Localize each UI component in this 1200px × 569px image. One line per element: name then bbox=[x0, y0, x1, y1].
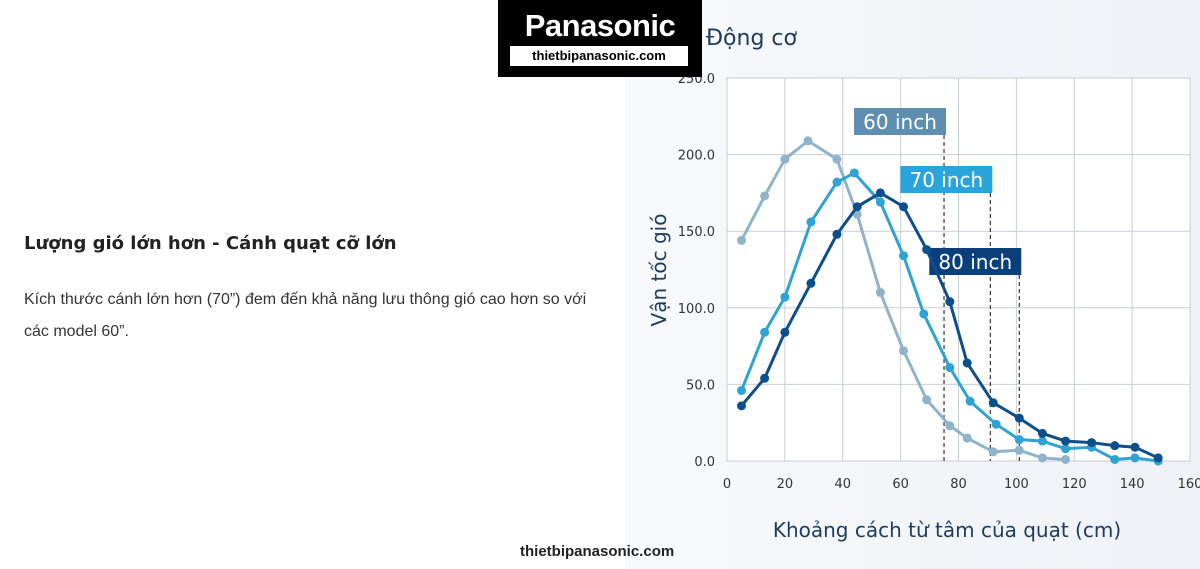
data-point bbox=[832, 177, 842, 187]
data-point bbox=[945, 297, 955, 307]
data-point bbox=[1014, 413, 1024, 423]
data-point bbox=[849, 168, 859, 178]
data-point bbox=[760, 191, 770, 201]
x-tick-label: 20 bbox=[777, 477, 794, 492]
data-point bbox=[780, 327, 790, 337]
data-point bbox=[736, 401, 746, 411]
paragraph: Kích thước cánh lớn hơn (70”) đem đến kh… bbox=[24, 291, 587, 340]
series-label-box bbox=[929, 248, 1022, 275]
y-tick-label: 150.0 bbox=[678, 225, 715, 240]
data-point bbox=[852, 202, 862, 212]
data-point bbox=[1037, 428, 1047, 438]
y-axis-label: Vận tốc gió bbox=[647, 214, 671, 327]
x-tick-label: 140 bbox=[1120, 477, 1145, 492]
series-label-box bbox=[854, 108, 947, 135]
data-point bbox=[922, 245, 932, 255]
data-point bbox=[1110, 441, 1120, 451]
data-point bbox=[988, 447, 998, 457]
footer-watermark: thietbipanasonic.com bbox=[520, 543, 675, 560]
data-point bbox=[806, 217, 816, 227]
data-point bbox=[1153, 453, 1163, 463]
x-tick-label: 80 bbox=[950, 477, 967, 492]
data-point bbox=[736, 235, 746, 245]
series-label-box bbox=[900, 166, 993, 193]
data-point bbox=[1130, 453, 1140, 463]
y-tick-label: 50.0 bbox=[686, 378, 715, 393]
data-point bbox=[832, 154, 842, 164]
data-point bbox=[899, 346, 909, 356]
x-axis-label: Khoảng cách từ tâm của quạt (cm) bbox=[773, 518, 1121, 542]
data-point bbox=[736, 386, 746, 396]
data-point bbox=[899, 202, 909, 212]
data-point bbox=[922, 395, 932, 405]
legend-label: 80 inch bbox=[938, 250, 1012, 274]
heading: Lượng gió lớn hơn - Cánh quạt cỡ lớn bbox=[24, 233, 397, 254]
logo-brand: Panasonic bbox=[524, 8, 676, 43]
data-point bbox=[806, 278, 816, 288]
logo-site: thietbipanasonic.com bbox=[510, 46, 688, 66]
data-point bbox=[1110, 454, 1120, 464]
x-tick-label: 160 bbox=[1178, 477, 1200, 492]
data-point bbox=[760, 327, 770, 337]
data-point bbox=[875, 188, 885, 198]
x-tick-label: 0 bbox=[723, 477, 731, 492]
data-point bbox=[991, 419, 1001, 429]
data-point bbox=[1014, 435, 1024, 445]
data-point bbox=[1037, 436, 1047, 446]
chart-title: Động cơ bbox=[706, 26, 798, 51]
data-point bbox=[945, 421, 955, 431]
data-point bbox=[780, 292, 790, 302]
data-point bbox=[780, 154, 790, 164]
data-point bbox=[875, 197, 885, 207]
data-point bbox=[962, 358, 972, 368]
x-tick-label: 60 bbox=[892, 477, 909, 492]
y-tick-label: 200.0 bbox=[678, 149, 715, 164]
data-point bbox=[965, 396, 975, 406]
data-point bbox=[1061, 454, 1071, 464]
data-point bbox=[899, 251, 909, 261]
data-point bbox=[875, 287, 885, 297]
data-point bbox=[1130, 442, 1140, 452]
data-point bbox=[988, 398, 998, 408]
legend-label: 60 inch bbox=[863, 110, 937, 134]
data-point bbox=[832, 229, 842, 239]
data-point bbox=[962, 433, 972, 443]
legend-label: 70 inch bbox=[909, 168, 983, 192]
y-tick-label: 0.0 bbox=[694, 455, 715, 470]
data-point bbox=[803, 136, 813, 146]
data-point bbox=[945, 363, 955, 373]
x-tick-label: 40 bbox=[834, 477, 851, 492]
y-tick-label: 100.0 bbox=[678, 302, 715, 317]
x-tick-label: 100 bbox=[1004, 477, 1029, 492]
data-point bbox=[1061, 444, 1071, 454]
data-point bbox=[1061, 436, 1071, 446]
data-point bbox=[919, 309, 929, 319]
data-point bbox=[1087, 438, 1097, 448]
data-point bbox=[1037, 453, 1047, 463]
data-point bbox=[760, 373, 770, 383]
logo: Panasonic thietbipanasonic.com bbox=[498, 0, 702, 77]
data-point bbox=[1014, 445, 1024, 455]
x-tick-label: 120 bbox=[1062, 477, 1087, 492]
